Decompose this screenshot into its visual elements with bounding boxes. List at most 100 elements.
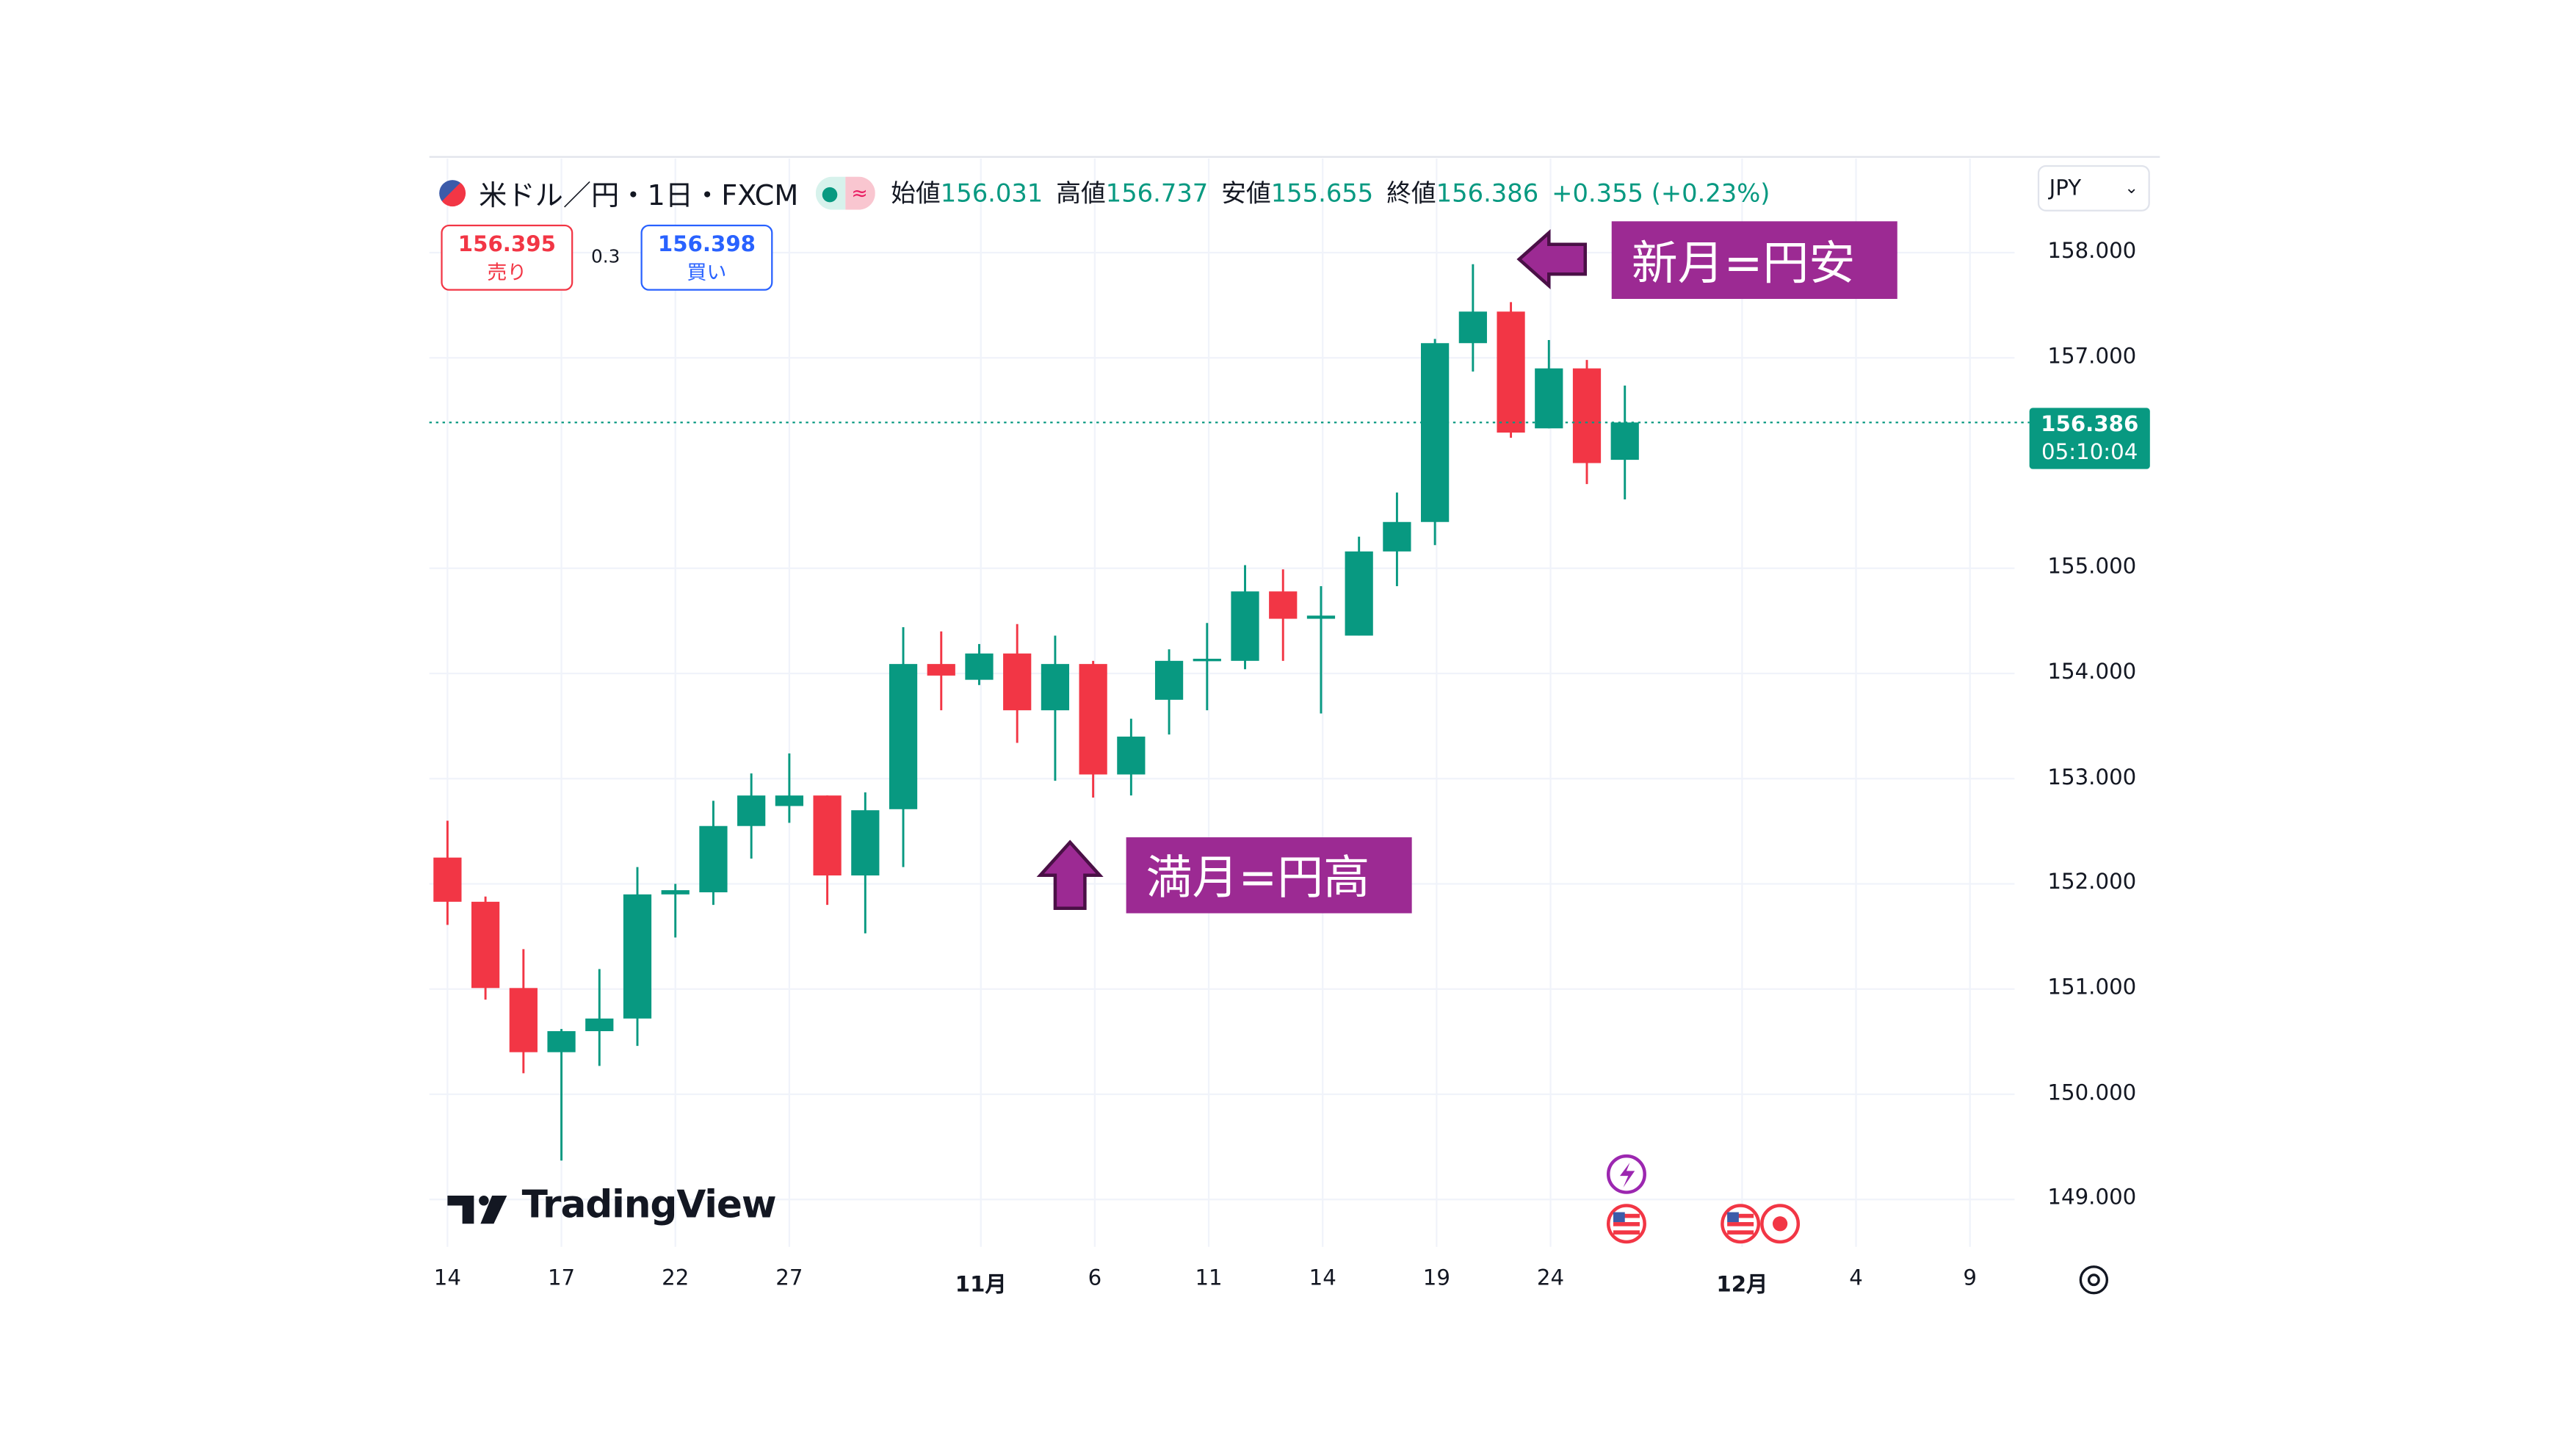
jp-flag-event-icon[interactable] <box>1760 1204 1801 1244</box>
y-tick-label: 149.000 <box>2047 1186 2137 1211</box>
candle <box>1117 718 1146 796</box>
x-tick-label: 19 <box>1422 1266 1450 1292</box>
spread-value: 0.3 <box>591 246 621 268</box>
low-value: 155.655 <box>1270 177 1374 208</box>
candle-body <box>661 890 690 895</box>
candle <box>813 795 842 906</box>
new-moon-annotation: 新月=円安 <box>1611 221 1897 300</box>
x-tick-label: 6 <box>1088 1266 1102 1292</box>
candle-body <box>1079 664 1107 775</box>
chevron-down-icon: ⌄ <box>2124 178 2139 198</box>
x-tick-label: 17 <box>547 1266 576 1292</box>
sell-price: 156.395 <box>457 233 556 258</box>
buy-button[interactable]: 156.398 買い <box>640 224 773 291</box>
close-label: 終値 <box>1386 178 1436 209</box>
candle <box>1458 264 1487 372</box>
candle-body <box>699 825 728 892</box>
y-tick-label: 151.000 <box>2047 975 2137 1001</box>
candle-body <box>1269 591 1298 619</box>
candle <box>1572 360 1602 485</box>
candle-body <box>547 1031 576 1052</box>
market-open-dot-icon: ● <box>814 176 845 209</box>
candle <box>1079 660 1107 798</box>
x-tick-label: 24 <box>1536 1266 1565 1292</box>
symbol-legend: 米ドル／円・1日・FXCM ● ≈ 始値 156.031 高値 156.737 安値 1… <box>439 172 1783 213</box>
candle-body <box>1231 591 1259 661</box>
x-tick-label: 14 <box>1309 1266 1336 1292</box>
x-tick-label: 22 <box>662 1266 690 1292</box>
candle-body <box>927 664 955 676</box>
candle <box>1610 385 1639 499</box>
sell-label: 売り <box>487 261 527 284</box>
x-tick-label: 4 <box>1849 1266 1863 1292</box>
y-tick-label: 153.000 <box>2047 765 2137 791</box>
candle-body <box>1458 311 1487 344</box>
candle-body <box>737 795 766 826</box>
candle-body <box>433 857 462 902</box>
x-tick-label: 27 <box>775 1266 803 1292</box>
candle-body <box>1154 660 1184 700</box>
candle <box>1497 302 1525 438</box>
high-value: 156.737 <box>1105 177 1209 208</box>
candle <box>433 820 462 925</box>
data-delay-icon: ≈ <box>844 176 875 209</box>
candle-body <box>509 988 538 1052</box>
arrow-left-icon <box>1516 229 1588 290</box>
candle <box>509 949 538 1074</box>
lightning-event-icon[interactable] <box>1606 1154 1646 1194</box>
candle <box>927 631 955 711</box>
y-tick-label: 150.000 <box>2047 1080 2137 1106</box>
market-status[interactable]: ● ≈ <box>814 176 875 209</box>
usdjpy-flag-icon <box>439 178 466 206</box>
last-price-label: 156.386 05:10:04 <box>2029 408 2150 469</box>
candle-body <box>965 653 994 680</box>
candle-body <box>813 795 842 876</box>
candle <box>1269 569 1298 661</box>
candle <box>661 884 690 938</box>
candle-body <box>1117 736 1146 775</box>
candle <box>623 867 652 1047</box>
candle-body <box>1193 658 1221 662</box>
tradingview-logo-icon <box>447 1196 507 1224</box>
currency-select[interactable]: JPY ⌄ <box>2037 165 2150 212</box>
candle <box>1421 339 1450 546</box>
us-flag-event-icon[interactable] <box>1606 1204 1646 1244</box>
candle-body <box>1610 422 1639 460</box>
candle <box>965 643 994 685</box>
y-tick-label: 155.000 <box>2047 554 2137 580</box>
candle <box>1041 635 1070 781</box>
close-value: 156.386 <box>1436 177 1539 208</box>
candle-body <box>471 901 500 989</box>
candle <box>1193 623 1221 711</box>
x-tick-label: 11月 <box>955 1273 1007 1298</box>
x-tick-label: 14 <box>433 1266 462 1292</box>
high-label: 高値 <box>1056 178 1106 209</box>
currency-value: JPY <box>2049 176 2082 201</box>
settings-icon[interactable] <box>2079 1265 2109 1295</box>
candle <box>585 969 614 1066</box>
last-price: 156.386 <box>2041 413 2139 438</box>
us-flag-event-icon[interactable] <box>1721 1204 1761 1244</box>
candle <box>1306 586 1336 714</box>
candle-body <box>1572 368 1602 463</box>
candle-body <box>1535 368 1563 429</box>
candle-body <box>1497 311 1525 433</box>
symbol-title[interactable]: 米ドル／円・1日・FXCM <box>479 180 799 214</box>
sell-button[interactable]: 156.395 売り <box>441 224 574 291</box>
y-tick-label: 158.000 <box>2047 239 2137 264</box>
change-value: +0.355 (+0.23%) <box>1552 177 1770 208</box>
candle <box>1383 492 1411 587</box>
candle <box>1345 536 1373 636</box>
candle <box>1003 624 1032 743</box>
full-moon-annotation: 満月=円高 <box>1126 837 1412 914</box>
buy-price: 156.398 <box>657 233 756 258</box>
arrow-up-icon <box>1036 839 1104 911</box>
candle-body <box>1421 343 1450 522</box>
candle <box>1154 649 1184 735</box>
candle-body <box>1041 664 1070 711</box>
tradingview-logo: TradingView <box>521 1184 777 1227</box>
candle-body <box>889 664 918 809</box>
candle-body <box>1383 521 1411 552</box>
